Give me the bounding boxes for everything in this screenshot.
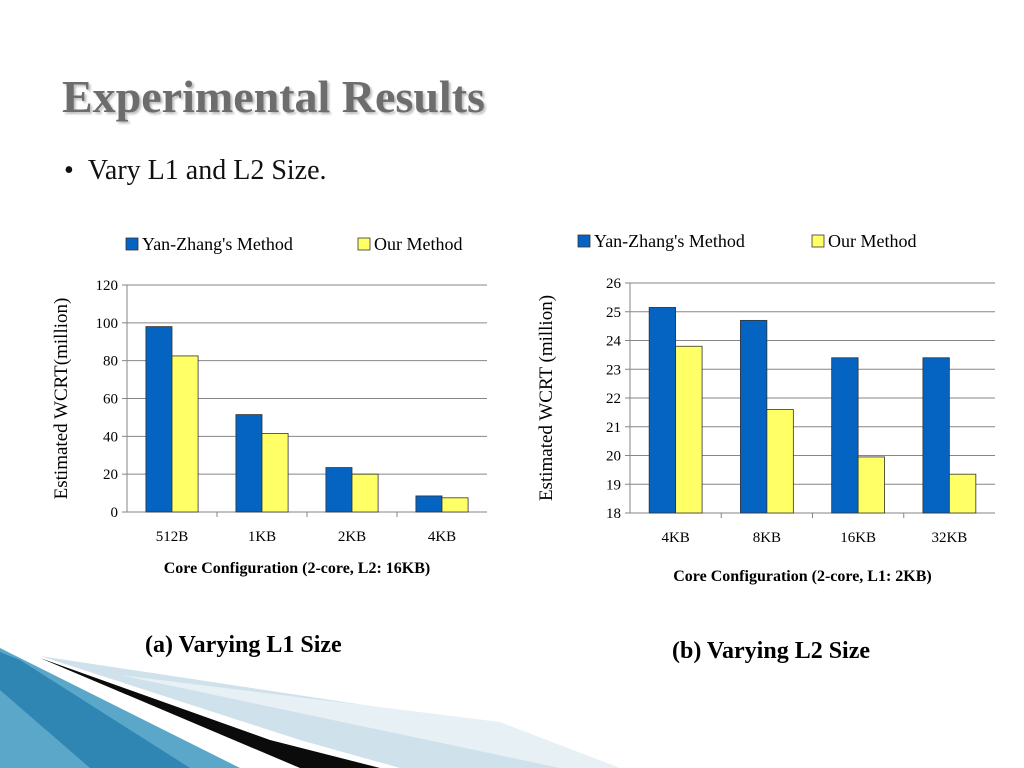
bullet-mark: •: [64, 155, 74, 186]
y-tick-label: 23: [606, 362, 621, 378]
chart-l1-size: Yan-Zhang's Method Our Method 0 20 40 60 80 100…: [51, 234, 487, 577]
bar-our-method: [171, 355, 199, 513]
y-tick-label: 120: [96, 278, 119, 294]
x-tick-label: 4KB: [661, 530, 689, 546]
x-tick-label: 16KB: [840, 530, 876, 546]
y-tick-label: 20: [103, 467, 118, 483]
y-tick-label: 18: [606, 506, 621, 522]
bar-our-method: [948, 473, 977, 514]
legend-swatch: [577, 234, 591, 248]
legend-swatch: [811, 234, 825, 248]
caption-left: (a) Varying L1 Size: [145, 632, 342, 658]
y-tick-label: 25: [606, 305, 621, 321]
bar-yan-zhang: [325, 467, 353, 513]
bar-our-method: [441, 497, 469, 513]
y-tick-label: 22: [606, 391, 621, 407]
y-axis-title: Estimated WCRT (million): [536, 295, 557, 501]
x-tick-label: 32KB: [931, 530, 967, 546]
bar-yan-zhang: [415, 495, 443, 513]
caption-right: (b) Varying L2 Size: [672, 638, 871, 664]
bar-yan-zhang: [740, 319, 768, 514]
x-tick-label: 512B: [156, 529, 189, 545]
decorative-swoosh: [0, 648, 620, 768]
bar-yan-zhang: [831, 357, 859, 514]
y-tick-label: 26: [606, 276, 622, 292]
bar-yan-zhang: [922, 357, 950, 514]
legend-label: Our Method: [374, 234, 463, 254]
bar-our-method: [675, 345, 703, 514]
x-tick-label: 8KB: [753, 530, 781, 546]
chart-l2-size: Yan-Zhang's Method Our Method 18 19 20 21 22 23…: [536, 231, 995, 585]
x-tick-label: 2KB: [338, 529, 366, 545]
bar-yan-zhang: [145, 326, 173, 513]
bar-our-method: [261, 433, 289, 513]
bar-our-method: [351, 473, 379, 513]
y-tick-label: 40: [103, 429, 118, 445]
x-tick-label: 1KB: [248, 529, 276, 545]
y-tick-label: 21: [606, 420, 621, 436]
bullet-point: • Vary L1 and L2 Size.: [64, 155, 327, 187]
y-tick-label: 24: [606, 334, 622, 350]
x-axis-title: Core Configuration (2-core, L2: 16KB): [164, 560, 430, 577]
legend-label: Our Method: [828, 231, 917, 251]
x-axis-title: Core Configuration (2-core, L1: 2KB): [673, 568, 931, 585]
y-tick-label: 0: [111, 505, 119, 521]
bar-our-method: [857, 456, 885, 514]
legend-label: Yan-Zhang's Method: [594, 231, 745, 251]
y-tick-label: 100: [96, 316, 119, 332]
bar-yan-zhang: [235, 414, 263, 513]
y-tick-label: 20: [606, 449, 621, 465]
slide-title: Experimental Results: [62, 71, 485, 122]
legend-swatch: [125, 237, 139, 251]
legend-swatch: [357, 237, 371, 251]
x-tick-label: 4KB: [428, 529, 456, 545]
bar-our-method: [766, 409, 794, 514]
legend-label: Yan-Zhang's Method: [142, 234, 293, 254]
bar-yan-zhang: [648, 307, 677, 514]
y-axis-title: Estimated WCRT(million): [51, 298, 72, 500]
bullet-text: Vary L1 and L2 Size.: [87, 155, 327, 186]
y-tick-label: 19: [606, 477, 621, 493]
y-tick-label: 60: [103, 392, 118, 408]
y-tick-label: 80: [103, 354, 118, 370]
